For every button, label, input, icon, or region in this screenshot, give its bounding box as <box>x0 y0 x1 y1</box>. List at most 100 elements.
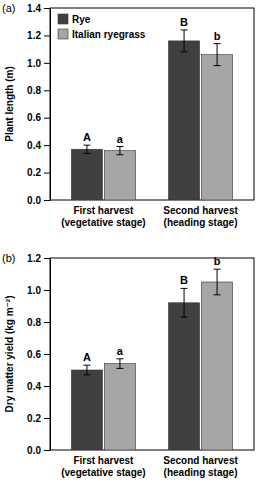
y-tick-label: 0.4 <box>27 381 41 392</box>
category-label: Second harvest(heading stage) <box>163 455 238 478</box>
y-tick-mark <box>44 290 50 291</box>
y-tick-mark <box>44 450 50 451</box>
annotation: A <box>83 351 91 363</box>
legend: Rye Italian ryegrass <box>58 14 146 40</box>
error-bar-stem <box>184 30 185 52</box>
error-bar <box>116 359 123 369</box>
y-axis: 0.0 0.2 0.4 0.6 0.8 1.0 1.2 1.4 <box>27 3 50 206</box>
bar <box>169 41 200 200</box>
legend-swatch <box>58 29 68 39</box>
error-bar-cap <box>181 51 188 52</box>
error-bar-cap <box>116 154 123 155</box>
error-bar-cap <box>116 368 123 369</box>
category-label: First harvest(vegetative stage) <box>61 205 145 228</box>
y-tick-label: 0.8 <box>27 85 41 96</box>
error-bar-stem <box>119 147 120 155</box>
marks <box>71 269 232 450</box>
y-tick: 0.2 <box>27 167 50 178</box>
y-tick-mark <box>44 386 50 387</box>
error-bar <box>214 44 221 66</box>
y-axis-title: Dry matter yield (kg m⁻²) <box>4 296 15 413</box>
y-tick-mark <box>44 118 50 119</box>
y-tick-label: 1.0 <box>27 58 41 69</box>
error-bar-cap <box>181 29 188 30</box>
error-bar <box>181 288 188 317</box>
y-tick-mark <box>44 258 50 259</box>
y-tick-label: 0.4 <box>27 140 41 151</box>
annotation: A <box>83 131 91 143</box>
y-tick-label: 0.0 <box>27 445 41 456</box>
error-bar-stem <box>119 359 120 369</box>
error-bar-cap <box>116 358 123 359</box>
panel: 0.0 0.2 0.4 0.6 0.8 1.0 1.2 A Ba b First harvest(v… <box>2 252 254 478</box>
error-bar-cap <box>181 317 188 318</box>
y-tick: 0.0 <box>27 445 50 456</box>
y-tick-label: 1.4 <box>27 3 41 14</box>
error-bar <box>214 269 221 295</box>
legend-item: Italian ryegrass <box>58 29 146 40</box>
figure: 0.0 0.2 0.4 0.6 0.8 1.0 1.2 1.4 A Ba b First harves… <box>0 0 260 500</box>
panel-label: (a) <box>2 2 15 14</box>
y-tick: 1.0 <box>27 285 50 296</box>
bar <box>104 364 135 450</box>
plot-area: 0.0 0.2 0.4 0.6 0.8 1.0 1.2 A Ba b First harvest(v… <box>27 253 254 478</box>
error-bar-cap <box>116 146 123 147</box>
legend-item: Rye <box>58 14 91 25</box>
error-bar-cap <box>214 65 221 66</box>
y-tick: 0.6 <box>27 112 50 123</box>
error-bar-stem <box>86 365 87 375</box>
y-tick-mark <box>44 145 50 146</box>
error-bar <box>116 147 123 155</box>
bar <box>71 149 102 200</box>
plot-area: 0.00.20.40.60.81.01.21.4ABabFirst harves… <box>27 3 254 228</box>
y-tick: 0.2 <box>27 413 50 424</box>
y-axis: 0.0 0.2 0.4 0.6 0.8 1.0 1.2 <box>27 253 50 456</box>
legend-swatch <box>58 14 68 24</box>
panel-label: (b) <box>2 252 15 264</box>
bar <box>169 303 200 450</box>
error-bar-cap <box>83 153 90 154</box>
error-bar-stem <box>217 44 218 66</box>
error-bar-cap <box>214 43 221 44</box>
bar <box>104 151 135 200</box>
annotation: a <box>117 345 124 357</box>
y-tick-mark <box>44 322 50 323</box>
y-tick: 0.8 <box>27 317 50 328</box>
error-bar <box>83 145 90 153</box>
y-tick-label: 0.0 <box>27 195 41 206</box>
error-bar-stem <box>86 145 87 153</box>
error-bar-cap <box>181 288 188 289</box>
annotation: B <box>180 16 188 28</box>
bar <box>202 55 233 200</box>
y-tick: 1.2 <box>27 253 50 264</box>
y-tick-mark <box>44 418 50 419</box>
y-tick-label: 0.8 <box>27 317 41 328</box>
y-tick-mark <box>44 35 50 36</box>
y-tick: 1.2 <box>27 30 50 41</box>
y-tick-mark <box>44 63 50 64</box>
legend-label: Rye <box>72 14 91 25</box>
y-tick: 0.4 <box>27 140 50 151</box>
category-label: Second harvest(heading stage) <box>163 205 238 228</box>
error-bar-cap <box>83 365 90 366</box>
annotation: B <box>180 274 188 286</box>
annotation: b <box>214 255 221 267</box>
y-tick: 1.0 <box>27 58 50 69</box>
y-tick: 0.4 <box>27 381 50 392</box>
y-tick-label: 0.2 <box>27 413 41 424</box>
y-tick-mark <box>44 200 50 201</box>
plot-frame <box>50 8 254 200</box>
annotation: a <box>117 133 124 145</box>
error-bar <box>83 365 90 375</box>
y-tick: 0.0 <box>27 195 50 206</box>
error-bar-cap <box>83 374 90 375</box>
y-tick: 0.8 <box>27 85 50 96</box>
category-label: First harvest(vegetative stage) <box>61 455 145 478</box>
y-tick: 1.4 <box>27 3 50 14</box>
plot-frame <box>50 258 254 450</box>
error-bar-cap <box>214 269 221 270</box>
y-tick: 0.6 <box>27 349 50 360</box>
y-tick-mark <box>44 8 50 9</box>
marks <box>71 30 232 200</box>
error-bar-stem <box>184 288 185 317</box>
